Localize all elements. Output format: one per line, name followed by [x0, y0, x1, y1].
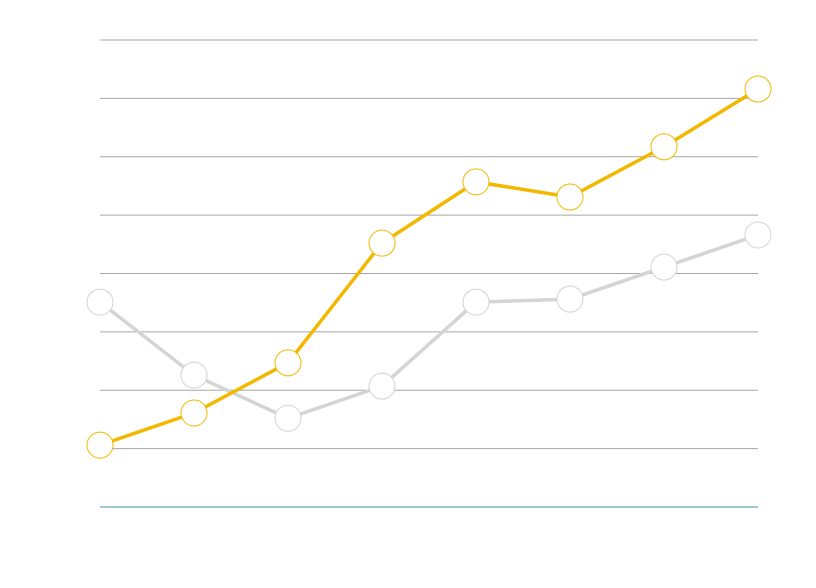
point-marker: [274, 404, 302, 432]
point-marker: [368, 372, 396, 400]
point-marker: [180, 399, 208, 427]
point-marker: [86, 288, 114, 316]
series-line: [99, 87, 759, 447]
point-marker: [744, 221, 772, 249]
point-marker: [650, 253, 678, 281]
point-marker: [556, 285, 584, 313]
point-marker: [86, 431, 114, 459]
series-line: [98, 233, 759, 421]
point-marker: [744, 75, 772, 103]
point-marker: [462, 288, 490, 316]
point-marker: [274, 349, 302, 377]
point-marker: [180, 361, 208, 389]
point-marker: [650, 133, 678, 161]
point-marker: [556, 183, 584, 211]
point-marker: [368, 229, 396, 257]
point-marker: [462, 168, 490, 196]
